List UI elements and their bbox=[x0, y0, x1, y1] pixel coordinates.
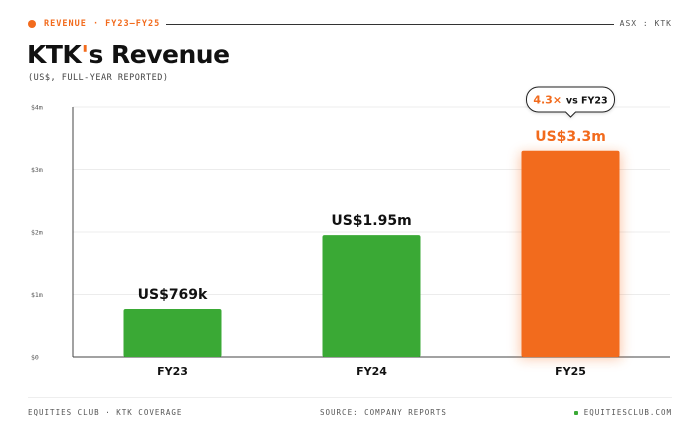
header-bar: REVENUE · FY23–FY25 ASX : KTK bbox=[28, 17, 672, 31]
footer-coverage: EQUITIES CLUB · KTK COVERAGE bbox=[28, 408, 183, 417]
callout-bubble bbox=[526, 86, 615, 118]
footer-website-link[interactable]: EQUITIESCLUB.COM bbox=[573, 408, 672, 417]
y-tick-label: $0 bbox=[31, 354, 39, 362]
y-tick-label: $2m bbox=[31, 229, 43, 237]
footer-source: SOURCE: COMPANY REPORTS bbox=[320, 408, 447, 417]
page-title: KTK's Revenue bbox=[27, 40, 230, 70]
bar-value-label: US$769k bbox=[138, 287, 208, 303]
callout-text: 4.3× vs FY23 bbox=[533, 94, 607, 107]
title-apostrophe: ' bbox=[81, 40, 89, 69]
footer-website-label: EQUITIESCLUB.COM bbox=[583, 408, 672, 417]
title-suffix: s Revenue bbox=[88, 40, 230, 69]
section-kicker: REVENUE · FY23–FY25 bbox=[44, 19, 161, 29]
callout-comparison: vs FY23 bbox=[566, 96, 608, 107]
status-dot-icon bbox=[573, 411, 578, 415]
chart-subtitle: (US$, FULL-YEAR REPORTED) bbox=[28, 73, 169, 83]
brand-dot-icon bbox=[28, 20, 36, 28]
x-tick-label: FY24 bbox=[356, 365, 387, 378]
y-tick-label: $3m bbox=[31, 166, 43, 174]
header-rule bbox=[166, 24, 614, 25]
bar-fy23 bbox=[123, 308, 222, 357]
x-tick-label: FY23 bbox=[157, 365, 188, 378]
callout-multiple: 4.3× bbox=[533, 94, 566, 107]
bar-fy25 bbox=[521, 150, 620, 357]
ticker-label: ASX : KTK bbox=[619, 19, 672, 28]
y-tick-label: $4m bbox=[31, 104, 43, 112]
title-prefix: KTK bbox=[27, 40, 82, 69]
footer-rule bbox=[28, 397, 672, 398]
bar-value-label: US$1.95m bbox=[331, 213, 411, 229]
bar-value-label: US$3.3m bbox=[535, 129, 606, 145]
bar-fy24 bbox=[322, 235, 421, 357]
y-tick-label: $1m bbox=[31, 291, 43, 299]
x-tick-label: FY25 bbox=[555, 365, 586, 378]
